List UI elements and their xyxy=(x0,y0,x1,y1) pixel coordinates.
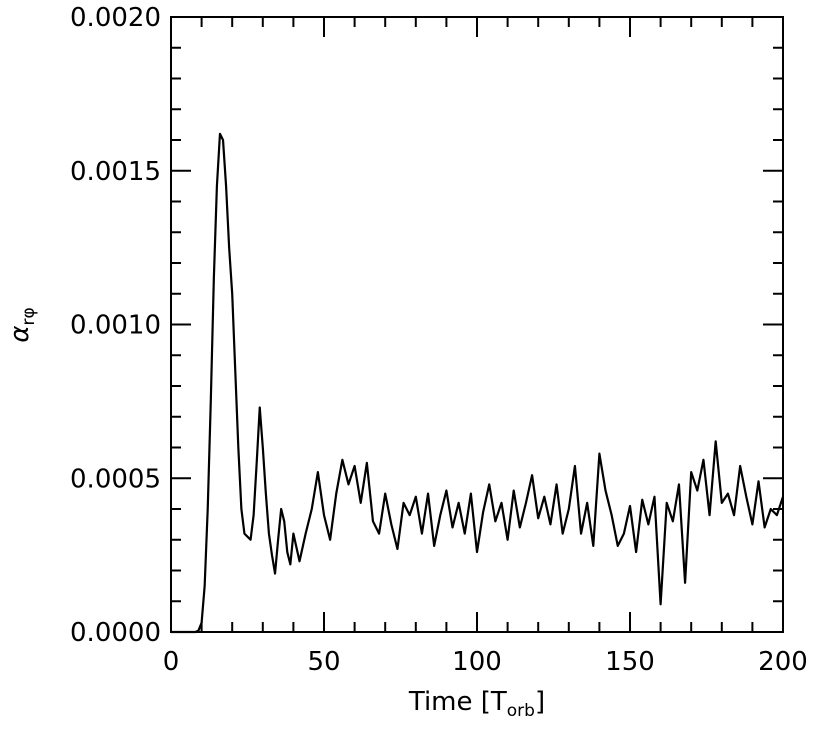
x-tick-label: 50 xyxy=(307,647,340,677)
plot-frame xyxy=(170,16,784,633)
y-axis-label: αrφ xyxy=(5,307,39,342)
x-tick-label: 200 xyxy=(758,647,808,677)
y-tick-label: 0.0015 xyxy=(70,157,161,187)
x-tick-label: 0 xyxy=(163,647,180,677)
y-tick-label: 0.0020 xyxy=(70,3,161,33)
x-tick-label: 100 xyxy=(452,647,502,677)
y-tick-label: 0.0000 xyxy=(70,618,161,648)
y-tick-label: 0.0005 xyxy=(70,464,161,494)
y-tick-label: 0.0010 xyxy=(70,311,161,341)
data-line xyxy=(171,132,785,634)
x-axis-label: Time [Torb] xyxy=(408,687,545,721)
x-tick-label: 150 xyxy=(605,647,655,677)
